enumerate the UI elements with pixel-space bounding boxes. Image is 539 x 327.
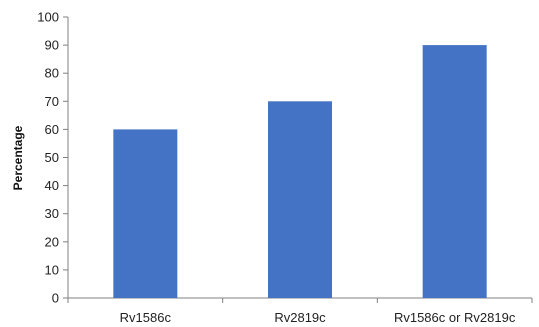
y-tick-label: 30: [45, 206, 59, 221]
y-tick-label: 50: [45, 150, 59, 165]
y-tick-label: 10: [45, 262, 59, 277]
bar: [422, 45, 487, 298]
bar: [113, 129, 178, 298]
x-tick-label: Rv1586c: [120, 310, 172, 325]
y-tick-label: 20: [45, 234, 59, 249]
y-tick-label: 80: [45, 66, 59, 81]
y-tick-label: 40: [45, 178, 59, 193]
y-tick-label: 60: [45, 122, 59, 137]
x-tick-label: Rv2819c: [274, 310, 326, 325]
plot-area: 0 10 20 30 40 50 60 70 80 90 100 Rv1586c Rv2819c Rv15…: [37, 10, 533, 325]
y-axis-title: Percentage: [11, 125, 25, 190]
y-tick-label: 0: [52, 291, 59, 306]
y-axis-title-group: Percentage: [11, 125, 25, 190]
bar: [268, 101, 332, 298]
x-tick-label: Rv1586c or Rv2819c: [394, 310, 516, 325]
y-tick-label: 70: [45, 94, 59, 109]
y-tick-label: 90: [45, 38, 59, 53]
y-tick-label: 100: [37, 10, 59, 25]
